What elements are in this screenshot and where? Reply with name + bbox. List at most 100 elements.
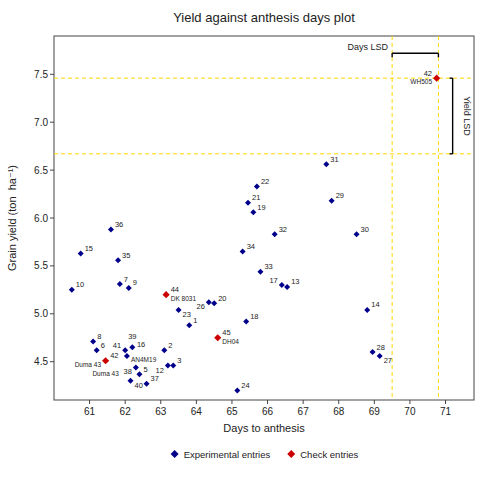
point (240, 249, 246, 255)
x-tick (125, 400, 126, 404)
x-tick-label: 61 (84, 406, 96, 417)
point (214, 334, 221, 341)
point-label: 20 (218, 294, 226, 303)
point (90, 339, 96, 345)
point-label: 40 (135, 381, 143, 390)
axes: 61626364656667686970714.55.05.56.06.57.0… (34, 69, 451, 417)
point-label: 41 (113, 341, 121, 350)
point-label: 44 (171, 285, 179, 294)
point-label: 5 (143, 365, 147, 374)
x-axis-label: Days to anthesis (223, 422, 305, 434)
x-tick (196, 400, 197, 404)
legend: Experimental entries Check entries (171, 449, 359, 460)
point-label: 34 (247, 242, 255, 251)
y-tick (50, 170, 54, 171)
point-label: 29 (336, 191, 344, 200)
point (176, 307, 182, 313)
y-tick (50, 122, 54, 123)
point-label: 23 (183, 310, 191, 319)
point (433, 75, 440, 82)
days-lsd-bar (392, 53, 438, 54)
point (206, 299, 212, 305)
point-label: 15 (85, 244, 93, 253)
point (133, 364, 139, 370)
point (165, 363, 171, 369)
x-tick-label: 68 (333, 406, 345, 417)
point (117, 281, 123, 287)
x-tick (267, 400, 268, 404)
reference-line (54, 153, 474, 154)
point (284, 284, 290, 290)
plot-area (54, 36, 474, 400)
x-tick-label: 64 (191, 406, 203, 417)
point-label: 16 (137, 340, 145, 349)
point (354, 231, 360, 237)
point-label: 32 (279, 225, 287, 234)
point (370, 349, 376, 355)
point (329, 198, 335, 204)
point (136, 371, 142, 377)
point-label: 22 (261, 177, 269, 186)
y-tick-label: 7.5 (34, 69, 48, 80)
point (250, 209, 256, 215)
legend-label: Check entries (300, 449, 358, 460)
background (0, 0, 488, 500)
point-label: 42 (424, 69, 432, 78)
point (94, 347, 100, 353)
point-label: 33 (264, 262, 272, 271)
x-tick (409, 400, 410, 404)
point-label: 3 (177, 356, 181, 365)
y-tick (50, 74, 54, 75)
plot-frame (54, 36, 474, 400)
point (128, 378, 134, 384)
y-tick (50, 265, 54, 266)
point-label: 39 (128, 332, 136, 341)
y-tick-label: 6.0 (34, 213, 48, 224)
y-axis-label: Grain yield (ton ha⁻¹) (6, 165, 18, 271)
point (163, 291, 170, 298)
y-tick-label: 6.5 (34, 165, 48, 176)
point (102, 357, 109, 364)
point (211, 300, 217, 306)
point-label: 19 (257, 203, 265, 212)
y-tick-label: 5.5 (34, 260, 48, 271)
days-lsd-cap (391, 53, 392, 57)
point-label: 38 (124, 367, 132, 376)
y-tick-label: 4.5 (34, 356, 48, 367)
y-tick-label: 5.0 (34, 308, 48, 319)
x-tick (374, 400, 375, 404)
legend-marker (171, 450, 179, 458)
y-tick (50, 218, 54, 219)
title: Yield against anthesis days plot (173, 10, 355, 25)
point (170, 363, 176, 369)
reference-line (392, 36, 393, 400)
annotation: Duma 43 (92, 370, 119, 377)
x-tick-label: 65 (226, 406, 238, 417)
point (186, 322, 192, 328)
yield-lsd-cap (450, 77, 453, 78)
x-tick (303, 400, 304, 404)
point (257, 269, 263, 275)
point-label: 28 (377, 343, 385, 352)
x-tick (89, 400, 90, 404)
point (377, 353, 383, 359)
legend-marker (287, 450, 295, 458)
y-tick-label: 7.0 (34, 117, 48, 128)
point (126, 285, 132, 291)
legend-label: Experimental entries (184, 449, 271, 460)
point-label: 14 (371, 300, 379, 309)
point (78, 250, 84, 256)
point-name: Duma 43 (75, 361, 102, 368)
point (129, 344, 135, 350)
point-label: 26 (196, 302, 204, 311)
x-tick-label: 71 (440, 406, 452, 417)
point (115, 257, 121, 263)
point (364, 307, 370, 313)
point (245, 200, 251, 206)
point-label: 13 (291, 277, 299, 286)
point (254, 183, 260, 189)
x-tick-label: 63 (155, 406, 167, 417)
point (108, 226, 114, 232)
point (234, 387, 240, 393)
y-tick (50, 313, 54, 314)
